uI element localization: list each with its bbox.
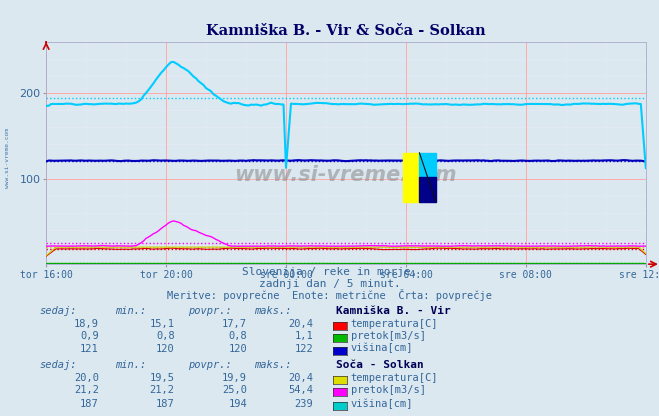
Text: povpr.:: povpr.:	[188, 360, 231, 370]
Text: Slovenija / reke in morje.: Slovenija / reke in morje.	[242, 267, 417, 277]
Text: višina[cm]: višina[cm]	[351, 399, 413, 409]
Text: zadnji dan / 5 minut.: zadnji dan / 5 minut.	[258, 279, 401, 289]
Text: www.si-vreme.com: www.si-vreme.com	[235, 165, 457, 185]
Text: 187: 187	[156, 399, 175, 409]
Text: 187: 187	[80, 399, 99, 409]
Text: 17,7: 17,7	[222, 319, 247, 329]
Text: 20,0: 20,0	[74, 373, 99, 383]
Text: 121: 121	[80, 344, 99, 354]
Text: 19,5: 19,5	[150, 373, 175, 383]
Text: 19,9: 19,9	[222, 373, 247, 383]
Text: maks.:: maks.:	[254, 360, 291, 370]
Text: 122: 122	[295, 344, 313, 354]
Bar	[419, 153, 436, 177]
Text: min.:: min.:	[115, 360, 146, 370]
Text: Kamniška B. - Vir: Kamniška B. - Vir	[336, 306, 451, 316]
Text: 15,1: 15,1	[150, 319, 175, 329]
Text: 21,2: 21,2	[74, 385, 99, 395]
Text: temperatura[C]: temperatura[C]	[351, 373, 438, 383]
Text: povpr.:: povpr.:	[188, 306, 231, 316]
Text: 194: 194	[229, 399, 247, 409]
Text: sedaj:: sedaj:	[40, 360, 77, 370]
Text: 1,1: 1,1	[295, 331, 313, 341]
Text: pretok[m3/s]: pretok[m3/s]	[351, 385, 426, 395]
Text: 54,4: 54,4	[288, 385, 313, 395]
Text: 18,9: 18,9	[74, 319, 99, 329]
Text: 25,0: 25,0	[222, 385, 247, 395]
Text: min.:: min.:	[115, 306, 146, 316]
Bar	[403, 153, 419, 202]
Text: 120: 120	[229, 344, 247, 354]
Text: 21,2: 21,2	[150, 385, 175, 395]
Text: 239: 239	[295, 399, 313, 409]
Text: sedaj:: sedaj:	[40, 306, 77, 316]
Text: 20,4: 20,4	[288, 319, 313, 329]
Text: 20,4: 20,4	[288, 373, 313, 383]
Text: Meritve: povprečne  Enote: metrične  Črta: povprečje: Meritve: povprečne Enote: metrične Črta:…	[167, 289, 492, 301]
Text: 0,8: 0,8	[156, 331, 175, 341]
Text: 0,9: 0,9	[80, 331, 99, 341]
Text: 0,8: 0,8	[229, 331, 247, 341]
Text: pretok[m3/s]: pretok[m3/s]	[351, 331, 426, 341]
Text: 120: 120	[156, 344, 175, 354]
Text: Soča - Solkan: Soča - Solkan	[336, 360, 424, 370]
Text: maks.:: maks.:	[254, 306, 291, 316]
Text: www.si-vreme.com: www.si-vreme.com	[5, 128, 11, 188]
Title: Kamniška B. - Vir & Soča - Solkan: Kamniška B. - Vir & Soča - Solkan	[206, 24, 486, 38]
Text: temperatura[C]: temperatura[C]	[351, 319, 438, 329]
Text: višina[cm]: višina[cm]	[351, 343, 413, 354]
Bar	[419, 177, 436, 202]
